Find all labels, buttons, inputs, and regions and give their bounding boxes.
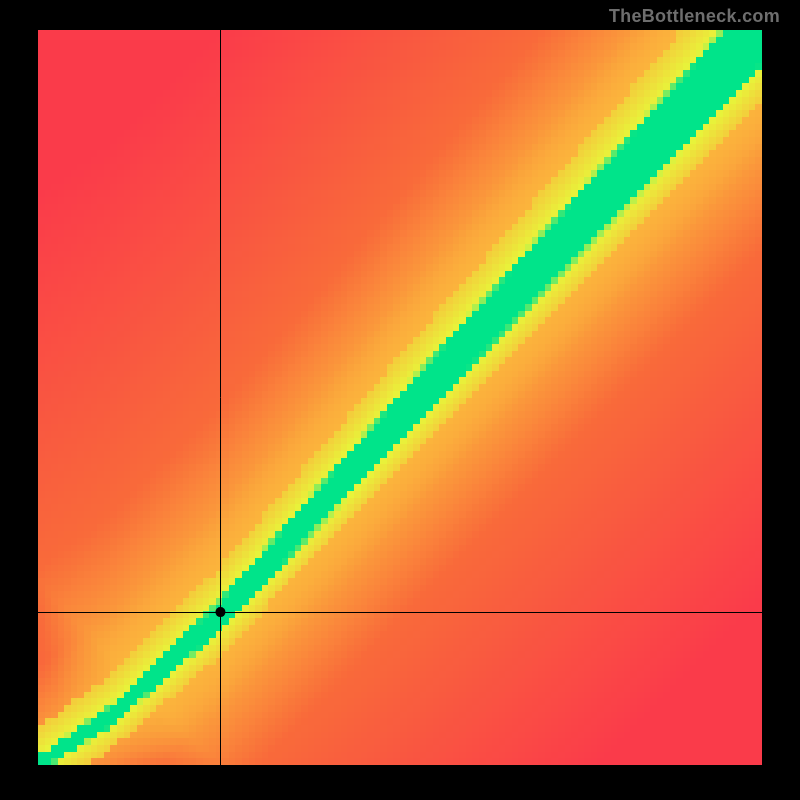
source-watermark: TheBottleneck.com bbox=[609, 6, 780, 27]
bottleneck-heatmap bbox=[0, 0, 800, 800]
chart-container: TheBottleneck.com bbox=[0, 0, 800, 800]
